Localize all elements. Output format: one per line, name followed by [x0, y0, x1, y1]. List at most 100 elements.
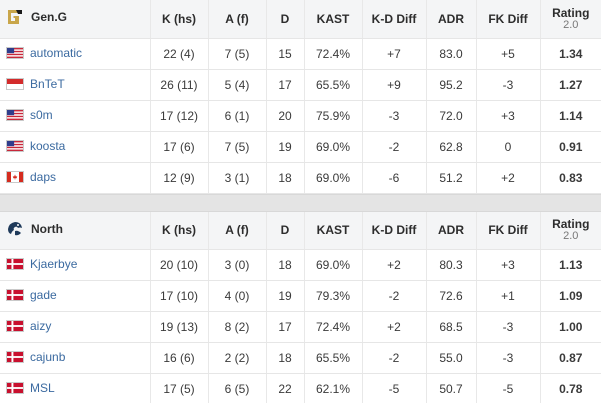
deaths-value: 18	[266, 162, 305, 194]
col-fk-diff[interactable]: FK Diff	[476, 211, 541, 250]
adr-value: 83.0	[426, 38, 477, 70]
player-link[interactable]: MSL	[6, 381, 55, 395]
player-link[interactable]: koosta	[6, 139, 65, 153]
assists-value: 8 (2)	[208, 311, 267, 343]
kast-value: 69.0%	[304, 131, 363, 163]
assists-value: 7 (5)	[208, 131, 267, 163]
rating-value: 1.00	[540, 311, 601, 343]
kills-value: 17 (6)	[150, 131, 209, 163]
flag-dk-icon	[6, 382, 24, 394]
deaths-value: 17	[266, 311, 305, 343]
col-adr[interactable]: ADR	[426, 211, 477, 250]
col-kd-diff[interactable]: K-D Diff	[362, 211, 427, 250]
player-cell: koosta	[0, 131, 151, 163]
table-row: automatic 22 (4) 7 (5) 15 72.4% +7 83.0 …	[0, 38, 601, 70]
fk-diff-value: -3	[476, 69, 541, 101]
col-kast[interactable]: KAST	[304, 211, 363, 250]
assists-value: 2 (2)	[208, 342, 267, 374]
assists-value: 7 (5)	[208, 38, 267, 70]
fk-diff-value: -3	[476, 311, 541, 343]
player-cell: Kjaerbye	[0, 249, 151, 281]
col-rating[interactable]: Rating 2.0	[540, 0, 601, 39]
kills-value: 17 (10)	[150, 280, 209, 312]
flag-dk-icon	[6, 258, 24, 270]
player-link[interactable]: daps	[6, 170, 56, 184]
assists-value: 3 (1)	[208, 162, 267, 194]
player-name: koosta	[30, 138, 66, 153]
adr-value: 50.7	[426, 373, 477, 403]
player-link[interactable]: Kjaerbye	[6, 257, 77, 271]
adr-value: 95.2	[426, 69, 477, 101]
deaths-value: 19	[266, 131, 305, 163]
player-name: automatic	[30, 45, 83, 60]
fk-diff-value: +1	[476, 280, 541, 312]
deaths-value: 22	[266, 373, 305, 403]
player-link[interactable]: cajunb	[6, 350, 65, 364]
team-link[interactable]: North	[6, 220, 63, 238]
kast-value: 72.4%	[304, 311, 363, 343]
team-divider	[0, 193, 601, 212]
col-adr[interactable]: ADR	[426, 0, 477, 39]
fk-diff-value: +3	[476, 249, 541, 281]
col-fk-diff[interactable]: FK Diff	[476, 0, 541, 39]
rating-value: 1.34	[540, 38, 601, 70]
player-cell: BnTeT	[0, 69, 151, 101]
team-stats-table-0: Gen.G K (hs) A (f) D KAST K-D Diff ADR F…	[0, 0, 601, 194]
team-stats-table-1: North K (hs) A (f) D KAST K-D Diff ADR F…	[0, 211, 601, 403]
kast-value: 75.9%	[304, 100, 363, 132]
rating-value: 1.13	[540, 249, 601, 281]
kast-value: 72.4%	[304, 38, 363, 70]
kd-diff-value: +9	[362, 69, 427, 101]
flag-id-icon	[6, 77, 24, 90]
player-link[interactable]: aizy	[6, 319, 51, 333]
player-name: MSL	[30, 381, 55, 395]
kast-value: 69.0%	[304, 162, 363, 194]
rating-value: 1.09	[540, 280, 601, 312]
kast-value: 65.5%	[304, 69, 363, 101]
flag-dk-icon	[6, 320, 24, 332]
player-name: gade	[30, 288, 57, 302]
deaths-value: 18	[266, 342, 305, 374]
adr-value: 55.0	[426, 342, 477, 374]
col-deaths[interactable]: D	[266, 0, 305, 39]
player-link[interactable]: s0m	[6, 108, 53, 122]
player-name: s0m	[30, 107, 53, 122]
player-link[interactable]: gade	[6, 288, 57, 302]
team-link[interactable]: Gen.G	[6, 8, 67, 26]
table-row: BnTeT 26 (11) 5 (4) 17 65.5% +9 95.2 -3 …	[0, 69, 601, 101]
player-link[interactable]: BnTeT	[6, 77, 65, 91]
table-row: Kjaerbye 20 (10) 3 (0) 18 69.0% +2 80.3 …	[0, 249, 601, 281]
col-deaths[interactable]: D	[266, 211, 305, 250]
kills-value: 19 (13)	[150, 311, 209, 343]
team-header-cell: North	[0, 211, 151, 250]
player-name: aizy	[30, 319, 52, 333]
col-kills[interactable]: K (hs)	[150, 211, 209, 250]
player-link[interactable]: automatic	[6, 46, 82, 60]
col-rating[interactable]: Rating 2.0	[540, 211, 601, 250]
fk-diff-value: +2	[476, 162, 541, 194]
rating-value: 1.27	[540, 69, 601, 101]
player-cell: cajunb	[0, 342, 151, 374]
kast-value: 65.5%	[304, 342, 363, 374]
team-name: North	[31, 221, 63, 236]
player-name: daps	[30, 169, 57, 184]
deaths-value: 19	[266, 280, 305, 312]
player-cell: daps	[0, 162, 151, 194]
flag-dk-icon	[6, 351, 24, 363]
kills-value: 16 (6)	[150, 342, 209, 374]
player-cell: s0m	[0, 100, 151, 132]
kd-diff-value: -3	[362, 100, 427, 132]
fk-diff-value: -3	[476, 342, 541, 374]
col-kills[interactable]: K (hs)	[150, 0, 209, 39]
col-kast[interactable]: KAST	[304, 0, 363, 39]
fk-diff-value: +3	[476, 100, 541, 132]
kd-diff-value: -2	[362, 280, 427, 312]
col-kd-diff[interactable]: K-D Diff	[362, 0, 427, 39]
assists-value: 4 (0)	[208, 280, 267, 312]
col-assists[interactable]: A (f)	[208, 0, 267, 39]
player-cell: aizy	[0, 311, 151, 343]
kd-diff-value: -5	[362, 373, 427, 403]
kd-diff-value: +2	[362, 249, 427, 281]
col-assists[interactable]: A (f)	[208, 211, 267, 250]
